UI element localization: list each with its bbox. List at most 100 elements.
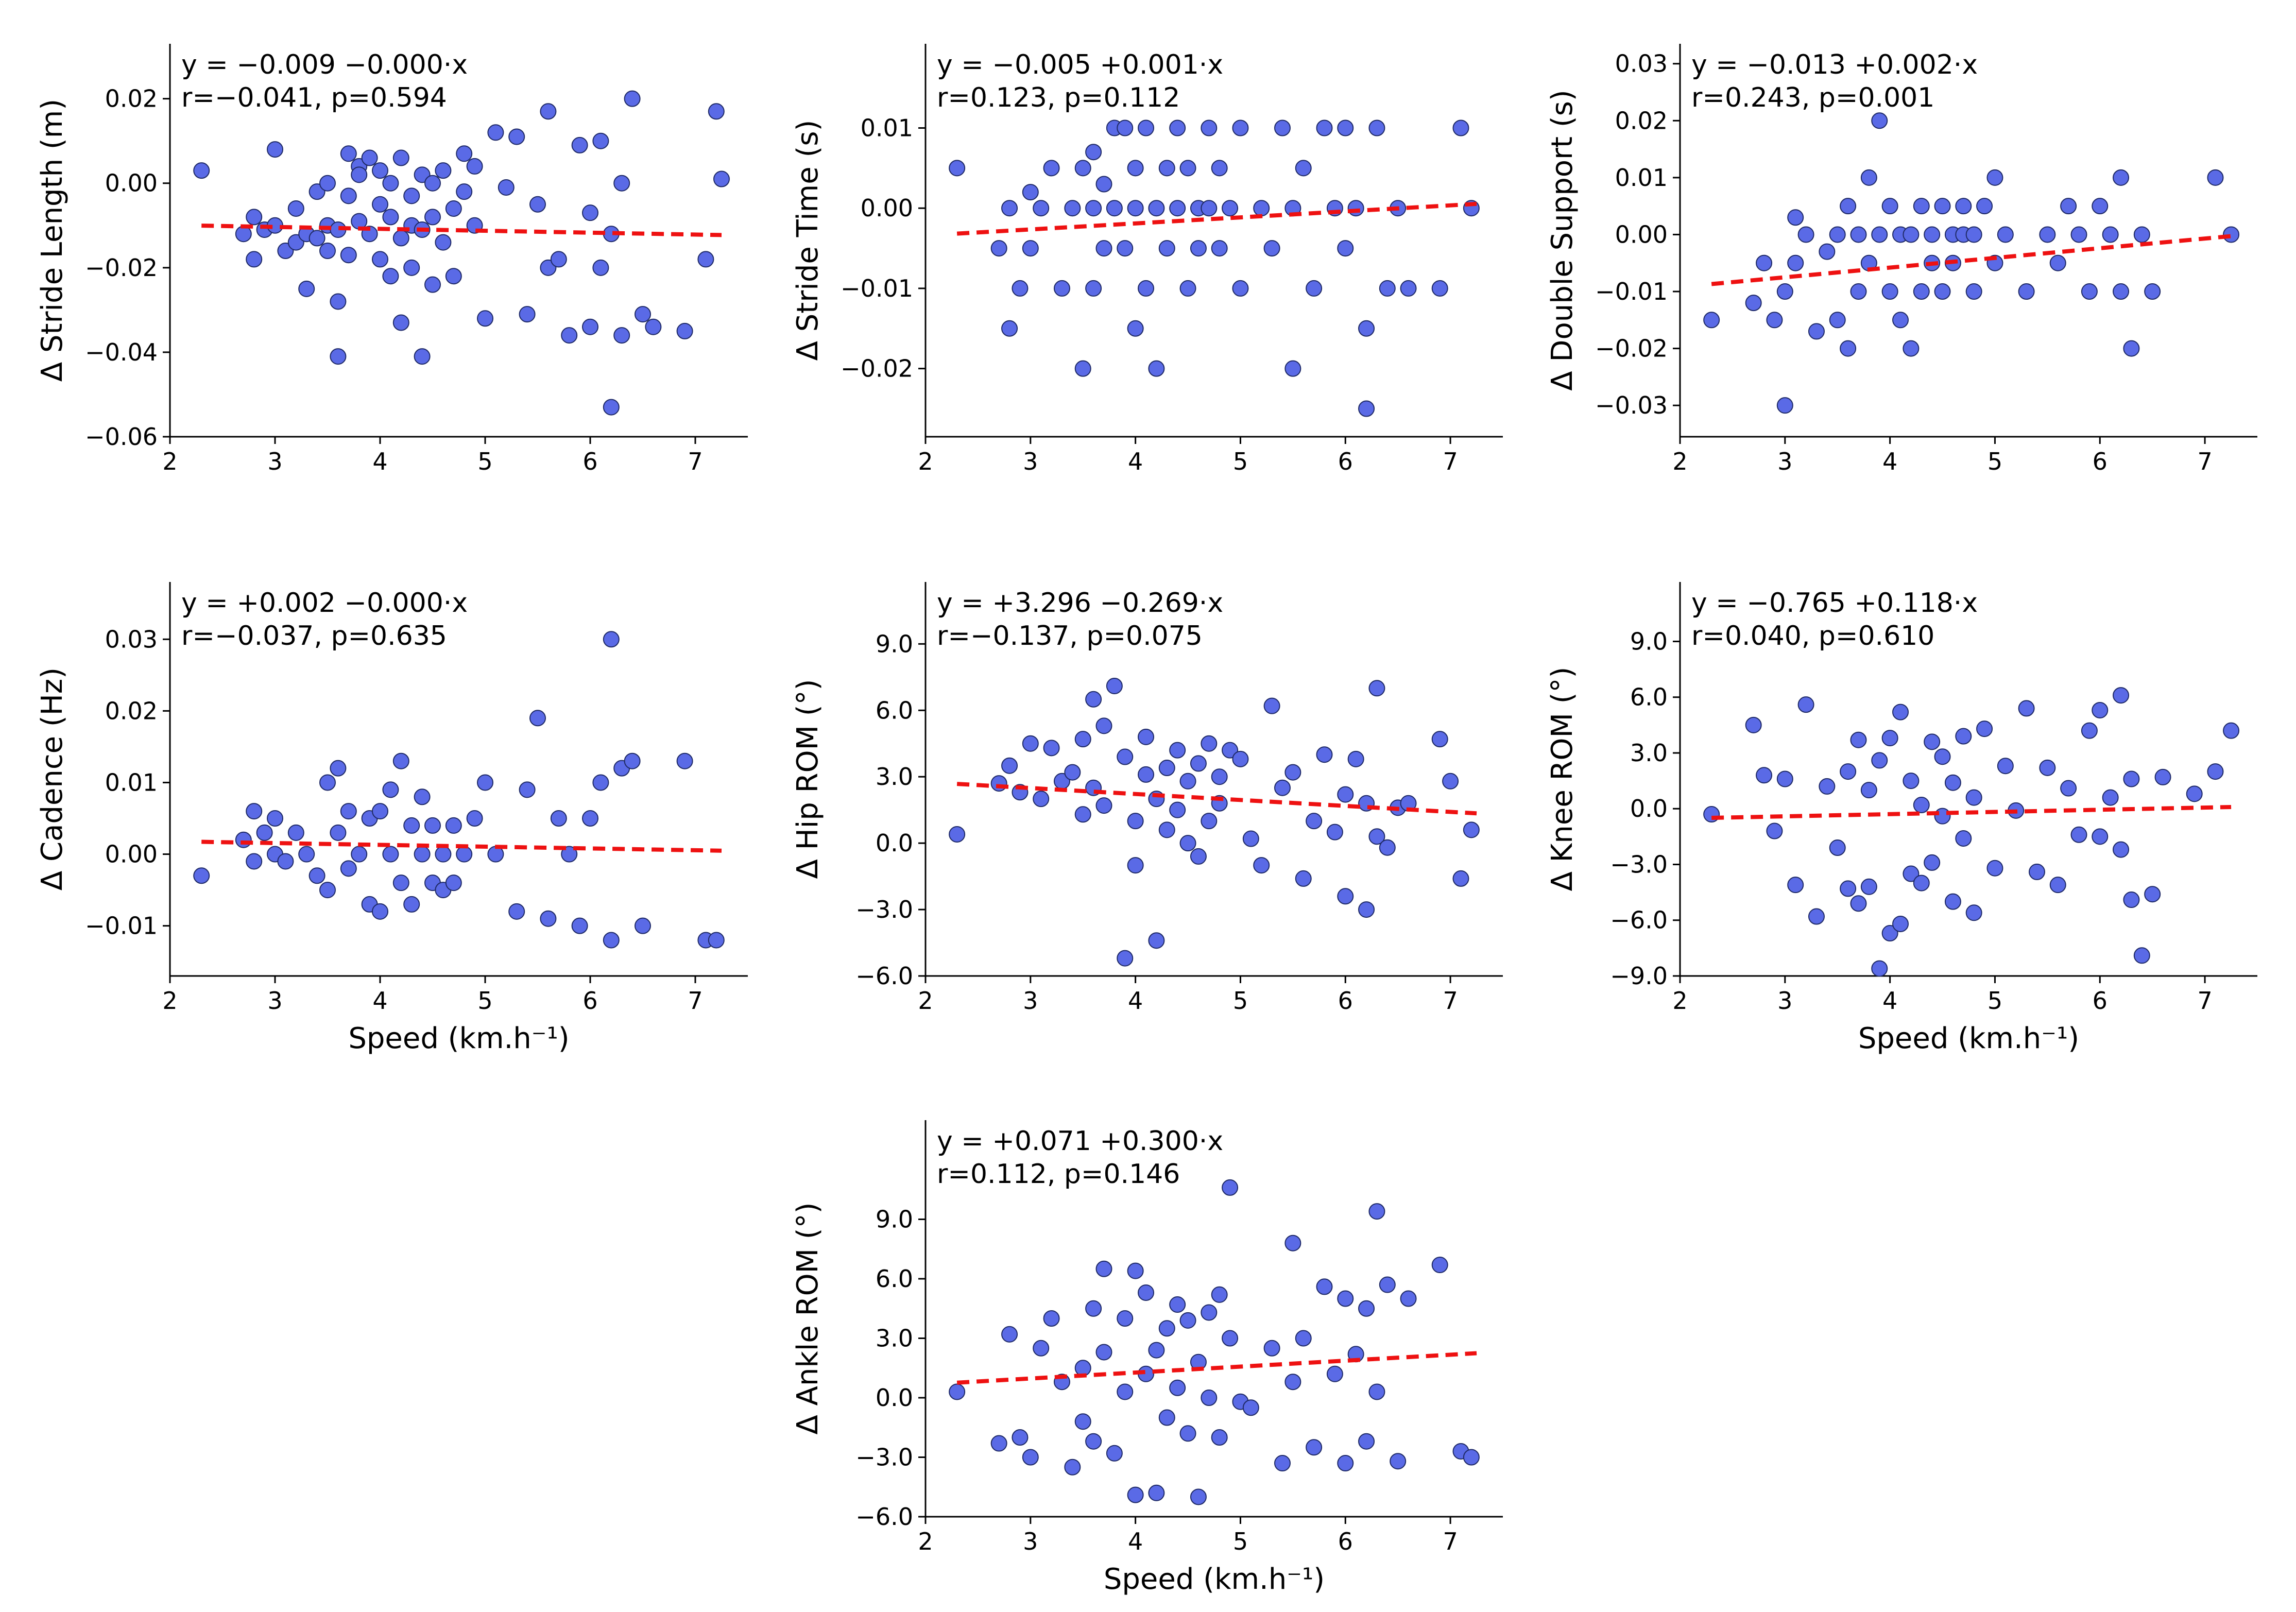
data-point — [382, 209, 399, 226]
data-point — [1179, 160, 1196, 177]
y-tick-label: 0.0 — [876, 829, 913, 857]
y-tick-label: −6.0 — [1610, 906, 1668, 934]
data-point — [330, 760, 347, 777]
data-point — [1431, 280, 1448, 297]
y-tick-label: 0.0 — [1630, 795, 1668, 822]
data-point — [246, 803, 263, 820]
data-point — [319, 774, 336, 791]
data-point — [529, 710, 546, 727]
data-point — [1095, 1344, 1112, 1361]
data-point — [382, 781, 399, 798]
y-tick-label: 3.0 — [876, 763, 913, 791]
data-point — [1222, 1330, 1239, 1347]
data-point — [1158, 160, 1175, 177]
y-tick-label: 0.03 — [105, 625, 158, 653]
data-point — [508, 128, 525, 145]
data-point — [1776, 397, 1793, 414]
data-point — [1358, 901, 1375, 918]
data-point — [1201, 119, 1218, 136]
data-point — [1756, 767, 1773, 784]
data-point — [1955, 830, 1972, 847]
data-point — [456, 183, 473, 200]
x-tick-label: 3 — [267, 448, 282, 475]
data-point — [1903, 340, 1920, 357]
data-point — [2102, 789, 2119, 806]
data-point — [2133, 947, 2150, 964]
data-point — [603, 932, 620, 949]
x-tick-label: 4 — [1882, 987, 1897, 1015]
data-point — [2186, 785, 2203, 802]
x-tick-label: 2 — [918, 1528, 933, 1555]
data-point — [1190, 1488, 1207, 1505]
data-point — [1043, 1310, 1060, 1327]
data-point — [1913, 874, 1930, 891]
data-point — [708, 103, 725, 120]
data-point — [1347, 750, 1364, 767]
data-point — [340, 860, 357, 877]
data-point — [1913, 797, 1930, 814]
equation-annotation: y = +3.296 −0.269·x — [937, 588, 1223, 619]
y-tick-label: 3.0 — [1630, 739, 1668, 767]
data-point — [1179, 1312, 1196, 1329]
data-point — [435, 162, 452, 179]
data-point — [1148, 360, 1165, 377]
data-point — [1337, 119, 1354, 136]
data-point — [1976, 721, 1993, 738]
y-tick-label: 0.0 — [876, 1384, 913, 1412]
y-tick-label: −6.0 — [855, 1503, 913, 1531]
data-point — [1903, 865, 1920, 882]
data-point — [1306, 280, 1323, 297]
data-point — [1253, 200, 1270, 217]
data-point — [1232, 750, 1249, 767]
data-point — [1253, 857, 1270, 874]
x-tick-label: 7 — [1443, 448, 1458, 475]
scatter-panel-5: 2 3 4 5 6 7 −6.0 −3.0 0.0 3.0 6.0 9.0 Δ Hip ROM (°) y… — [791, 582, 1503, 1015]
x-tick-label: 3 — [1023, 448, 1038, 475]
data-point — [635, 917, 651, 934]
data-point — [1850, 731, 1867, 748]
data-point — [2081, 283, 2098, 300]
data-point — [1976, 198, 1993, 215]
data-point — [2207, 169, 2224, 186]
equation-annotation: y = −0.765 +0.118·x — [1691, 588, 1978, 619]
data-point — [456, 145, 473, 162]
data-point — [1043, 740, 1060, 757]
data-point — [309, 867, 325, 884]
stats-annotation: r=−0.041, p=0.594 — [181, 82, 447, 113]
data-point — [1965, 283, 1982, 300]
data-point — [990, 240, 1007, 257]
x-tick-label: 3 — [1023, 1528, 1038, 1555]
data-point — [1955, 198, 1972, 215]
data-point — [445, 817, 462, 834]
data-point — [1840, 880, 1857, 897]
data-point — [1211, 768, 1228, 785]
data-point — [529, 196, 546, 213]
stats-annotation: r=−0.037, p=0.635 — [181, 621, 447, 651]
data-point — [1117, 1383, 1134, 1400]
data-point — [2102, 226, 2119, 243]
data-point — [1337, 786, 1354, 803]
y-tick-label: 6.0 — [1630, 683, 1668, 711]
data-point — [1797, 696, 1814, 713]
y-axis-label: Δ Stride Length (m) — [36, 99, 69, 382]
data-point — [372, 162, 388, 179]
data-point — [1295, 870, 1312, 887]
data-point — [1944, 893, 1961, 910]
data-point — [2039, 759, 2056, 776]
data-point — [1001, 757, 1018, 774]
data-point — [550, 251, 567, 268]
y-tick-label: −0.02 — [1595, 335, 1668, 363]
data-point — [267, 810, 283, 827]
y-tick-label: −3.0 — [855, 896, 913, 923]
data-point — [592, 132, 609, 149]
scatter-panel-2: 2 3 4 5 6 7 −0.02 −0.01 0.00 0.01 Δ Stride Time (s… — [791, 44, 1503, 475]
data-point — [1169, 801, 1186, 818]
data-point — [403, 817, 420, 834]
x-tick-label: 2 — [918, 987, 933, 1015]
data-point — [1179, 835, 1196, 852]
x-tick-label: 2 — [162, 987, 177, 1015]
data-point — [1463, 1449, 1480, 1466]
data-point — [372, 196, 388, 213]
data-point — [1074, 1360, 1091, 1377]
